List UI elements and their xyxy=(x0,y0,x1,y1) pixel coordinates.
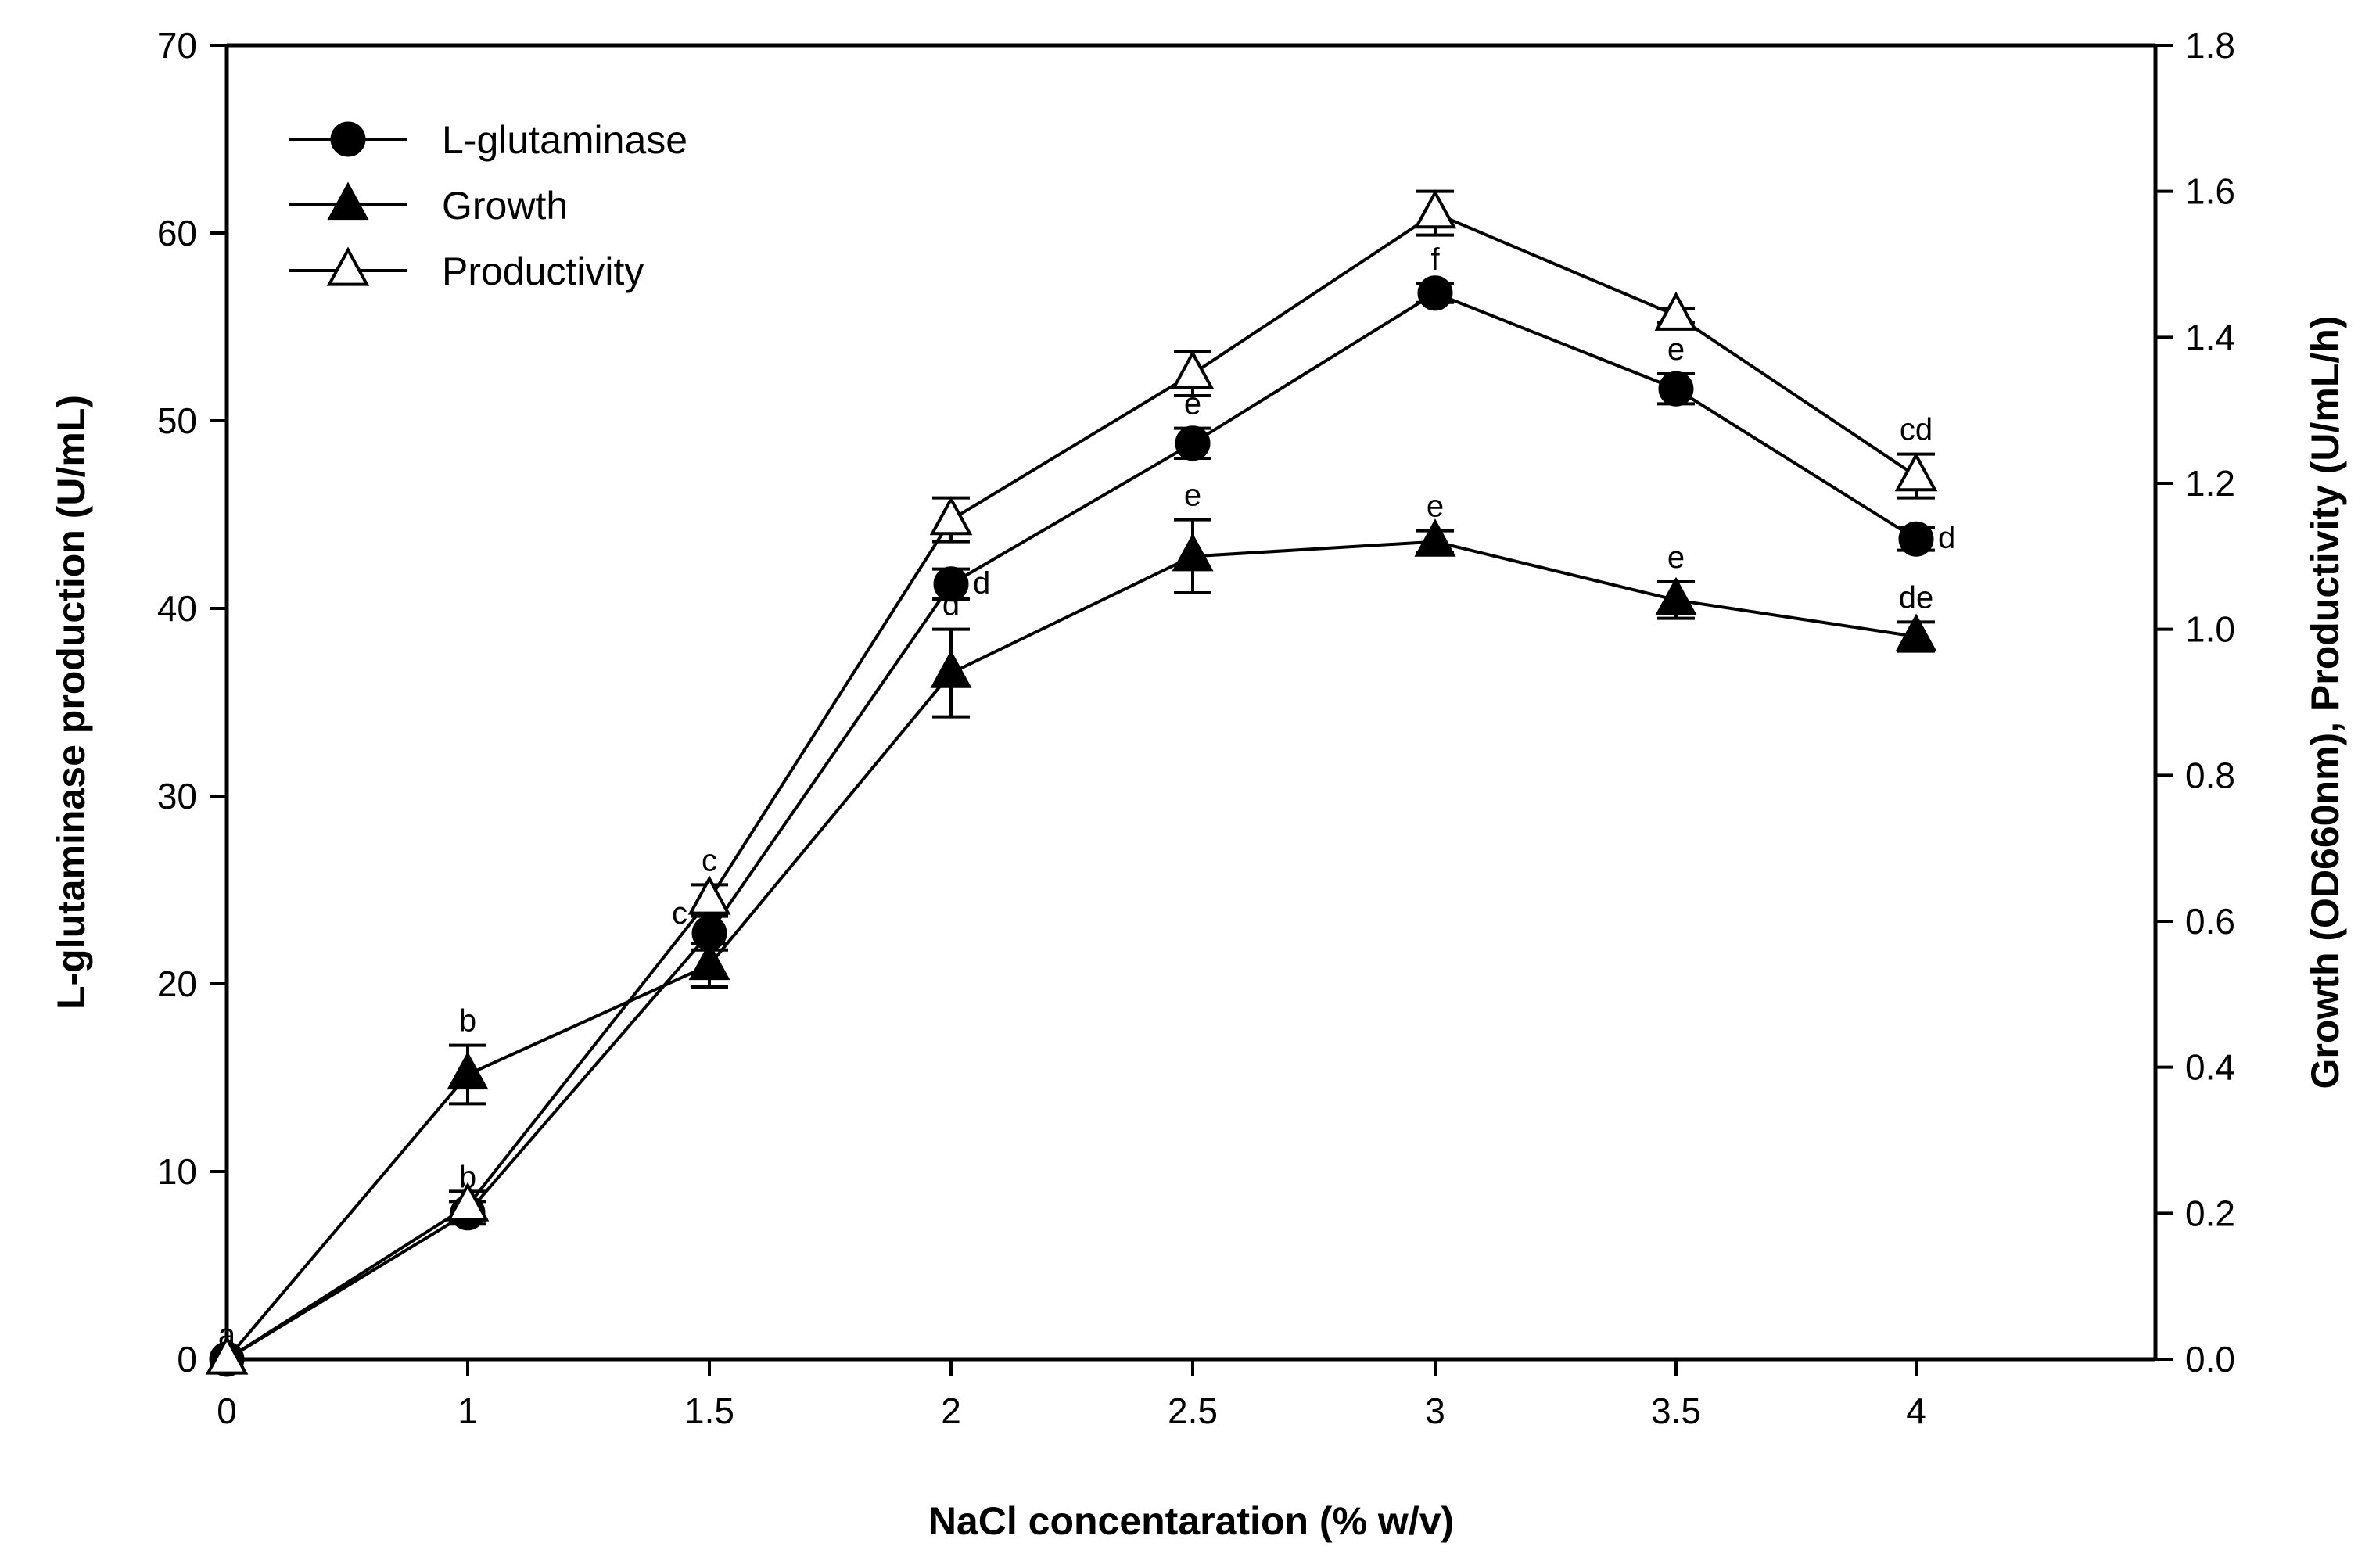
x-axis-title: NaCl concentaration (% w/v) xyxy=(928,1499,1454,1543)
y2-tick-label: 1.2 xyxy=(2185,463,2235,504)
x-tick-label: 1.5 xyxy=(684,1390,734,1431)
data-point xyxy=(1898,521,1934,557)
data-point xyxy=(1655,576,1697,615)
significance-label: d xyxy=(1938,521,1955,555)
data-point xyxy=(327,181,369,221)
y2-tick-label: 0.0 xyxy=(2185,1339,2235,1380)
data-point xyxy=(446,1182,490,1222)
chart-axes: 0102030405060700.00.20.40.60.81.01.21.41… xyxy=(157,25,2235,1431)
y2-tick-label: 0.2 xyxy=(2185,1193,2235,1233)
y2-tick-label: 0.8 xyxy=(2185,755,2235,795)
data-point xyxy=(1171,350,1215,389)
data-point xyxy=(447,1051,489,1090)
data-point xyxy=(326,246,370,286)
x-tick-label: 0 xyxy=(217,1390,237,1431)
significance-label: d xyxy=(942,588,960,623)
legend-item: L-glutaminase xyxy=(289,118,687,162)
data-point xyxy=(1413,189,1457,229)
significance-label: c xyxy=(702,843,717,877)
data-point xyxy=(1172,533,1214,572)
data-point xyxy=(1894,452,1938,492)
y2-axis-title: Growth (OD660nm), Productivity (U/mL/h) xyxy=(2303,316,2347,1089)
significance-label: e xyxy=(1667,540,1685,575)
y-tick-label: 40 xyxy=(157,588,197,629)
significance-label: b xyxy=(459,1004,476,1039)
chart-legend: L-glutaminase Growth Productivity xyxy=(289,118,687,293)
significance-label: d xyxy=(973,566,990,601)
x-tick-label: 4 xyxy=(1906,1390,1926,1431)
legend-item: Productivity xyxy=(289,246,644,293)
significance-label: e xyxy=(1184,479,1201,513)
data-point xyxy=(1175,425,1211,461)
x-tick-label: 3.5 xyxy=(1651,1390,1701,1431)
y-tick-label: 20 xyxy=(157,963,197,1004)
data-point xyxy=(1658,371,1694,407)
significance-label: e xyxy=(1667,332,1685,367)
y2-tick-label: 0.6 xyxy=(2185,901,2235,942)
series-line xyxy=(225,540,1917,1361)
y2-tick-label: 1.0 xyxy=(2185,609,2235,650)
data-point xyxy=(930,650,972,688)
y-tick-label: 0 xyxy=(177,1339,197,1380)
x-tick-label: 1 xyxy=(458,1390,478,1431)
data-point xyxy=(205,1335,249,1375)
x-tick-label: 3 xyxy=(1425,1390,1445,1431)
y-tick-label: 50 xyxy=(157,400,197,441)
data-point xyxy=(1895,613,1937,652)
data-point xyxy=(933,566,969,602)
data-point xyxy=(1654,291,1698,331)
y-tick-label: 30 xyxy=(157,776,197,816)
series-line xyxy=(225,291,1918,1361)
y2-tick-label: 1.8 xyxy=(2185,25,2235,66)
data-point xyxy=(1414,518,1456,557)
y2-tick-label: 1.4 xyxy=(2185,317,2235,357)
data-point xyxy=(687,875,731,915)
series-line xyxy=(225,211,1918,1361)
significance-label: f xyxy=(1430,242,1440,277)
y-axis-title: L-glutaminase production (U/mL) xyxy=(49,395,93,1010)
data-point xyxy=(929,496,973,536)
legend-item: Growth xyxy=(289,181,568,228)
y-tick-label: 10 xyxy=(157,1151,197,1192)
x-tick-label: 2 xyxy=(941,1390,961,1431)
data-point xyxy=(1417,275,1453,311)
legend-label: Productivity xyxy=(442,249,644,293)
x-tick-label: 2.5 xyxy=(1168,1390,1218,1431)
significance-label: b xyxy=(459,1160,476,1194)
legend-label: Growth xyxy=(442,184,568,228)
significance-label: e xyxy=(1427,490,1444,524)
y-tick-label: 70 xyxy=(157,25,197,66)
y-tick-label: 60 xyxy=(157,213,197,253)
y2-tick-label: 1.6 xyxy=(2185,171,2235,212)
data-point xyxy=(330,121,366,157)
data-point xyxy=(688,942,730,981)
significance-label: de xyxy=(1899,580,1934,615)
significance-label: c xyxy=(672,896,687,931)
series-productivity: ccd xyxy=(205,189,1938,1375)
legend-label: L-glutaminase xyxy=(442,118,687,162)
y2-tick-label: 0.4 xyxy=(2185,1047,2235,1088)
significance-label: cd xyxy=(1900,413,1933,447)
